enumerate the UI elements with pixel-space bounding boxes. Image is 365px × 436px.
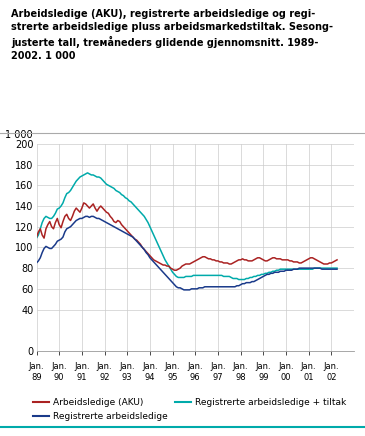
Text: 99: 99 (258, 373, 269, 382)
Text: 01: 01 (303, 373, 314, 382)
Text: Jan.: Jan. (255, 362, 271, 371)
Text: 94: 94 (145, 373, 155, 382)
Text: 93: 93 (122, 373, 132, 382)
Text: Jan.: Jan. (29, 362, 44, 371)
Text: Jan.: Jan. (301, 362, 316, 371)
Text: 90: 90 (54, 373, 65, 382)
Text: 02: 02 (326, 373, 337, 382)
Text: Arbeidsledige (AKU), registrerte arbeidsledige og regi-
strerte arbeidsledige pl: Arbeidsledige (AKU), registrerte arbeids… (11, 9, 333, 61)
Text: 00: 00 (281, 373, 291, 382)
Text: 98: 98 (235, 373, 246, 382)
Text: 91: 91 (77, 373, 87, 382)
Legend: Arbeidsledige (AKU), Registrerte arbeidsledige, Registrerte arbeidsledige + tilt: Arbeidsledige (AKU), Registrerte arbeids… (29, 395, 350, 425)
Text: 97: 97 (213, 373, 223, 382)
Text: Jan.: Jan. (210, 362, 226, 371)
Text: Jan.: Jan. (165, 362, 180, 371)
Text: Jan.: Jan. (233, 362, 249, 371)
Text: 92: 92 (99, 373, 110, 382)
Text: Jan.: Jan. (323, 362, 339, 371)
Text: 89: 89 (31, 373, 42, 382)
Text: 95: 95 (167, 373, 178, 382)
Text: Jan.: Jan. (188, 362, 203, 371)
Text: 96: 96 (190, 373, 201, 382)
Text: Jan.: Jan. (97, 362, 112, 371)
Text: 1 000: 1 000 (5, 130, 32, 140)
Text: Jan.: Jan. (119, 362, 135, 371)
Text: Jan.: Jan. (51, 362, 67, 371)
Text: Jan.: Jan. (74, 362, 90, 371)
Text: Jan.: Jan. (142, 362, 158, 371)
Text: Jan.: Jan. (278, 362, 294, 371)
